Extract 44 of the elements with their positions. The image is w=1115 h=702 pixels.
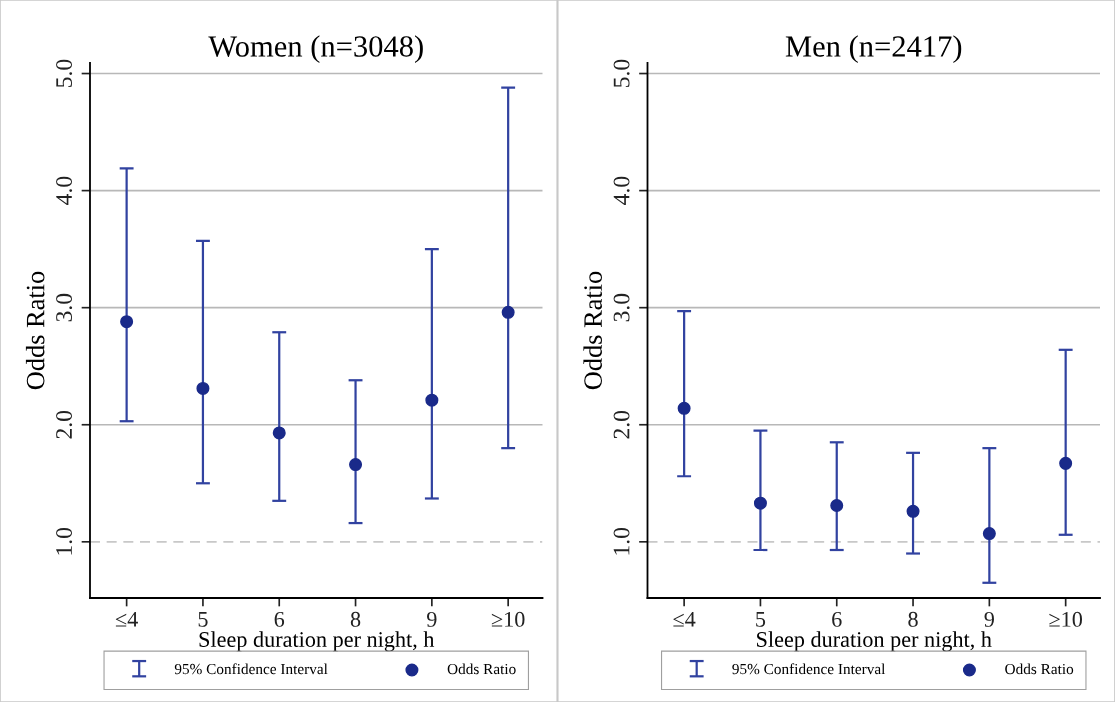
point xyxy=(753,496,767,510)
x-tick-label: ≤4 xyxy=(673,611,696,627)
point xyxy=(425,393,439,407)
y-tick-label: 4.0 xyxy=(56,176,73,205)
point xyxy=(501,305,515,319)
legend-label: Odds Ratio xyxy=(447,663,516,675)
legend-label: 95% Confidence Interval xyxy=(732,663,886,675)
y-tick-label: 2.0 xyxy=(56,410,73,439)
x-axis-title: Sleep duration per night, h xyxy=(757,631,992,652)
point xyxy=(830,499,844,513)
x-tick-label: 8 xyxy=(350,611,361,627)
x-tick-label: ≤4 xyxy=(115,611,138,627)
x-tick-label: 6 xyxy=(832,611,842,627)
y-axis-title: Odds Ratio xyxy=(583,271,602,390)
x-tick-label: 8 xyxy=(908,611,918,627)
x-axis-title: Sleep duration per night, h xyxy=(199,631,435,652)
x-tick-label: ≥10 xyxy=(491,611,525,627)
point xyxy=(196,381,210,395)
y-tick-label: 5.0 xyxy=(56,59,73,87)
x-tick-label: ≥10 xyxy=(1049,611,1083,627)
x-tick-label: 9 xyxy=(427,611,437,627)
y-axis-title: Odds Ratio xyxy=(25,271,45,390)
legend-label: Odds Ratio xyxy=(1005,663,1074,675)
y-tick-label: 3.0 xyxy=(56,293,73,322)
x-tick-label: 9 xyxy=(984,611,994,627)
y-tick-label: 1.0 xyxy=(56,527,73,555)
point xyxy=(120,315,134,329)
point xyxy=(272,426,286,440)
chart-title: Men (n=2417) xyxy=(785,35,962,63)
y-tick-label: 1.0 xyxy=(613,527,630,555)
legend-label: 95% Confidence Interval xyxy=(174,663,328,675)
point xyxy=(1059,456,1073,470)
point xyxy=(906,504,920,518)
x-tick-label: 5 xyxy=(756,612,766,627)
y-tick-label: 2.0 xyxy=(613,410,630,439)
y-tick-label: 5.0 xyxy=(613,59,630,87)
y-tick-label: 4.0 xyxy=(613,176,630,205)
point xyxy=(349,458,363,472)
x-tick-label: 6 xyxy=(274,611,285,627)
x-tick-label: 5 xyxy=(198,612,208,627)
chart-title: Women (n=3048) xyxy=(208,35,423,63)
y-tick-label: 3.0 xyxy=(613,293,630,322)
point xyxy=(677,401,691,415)
point xyxy=(982,527,996,541)
